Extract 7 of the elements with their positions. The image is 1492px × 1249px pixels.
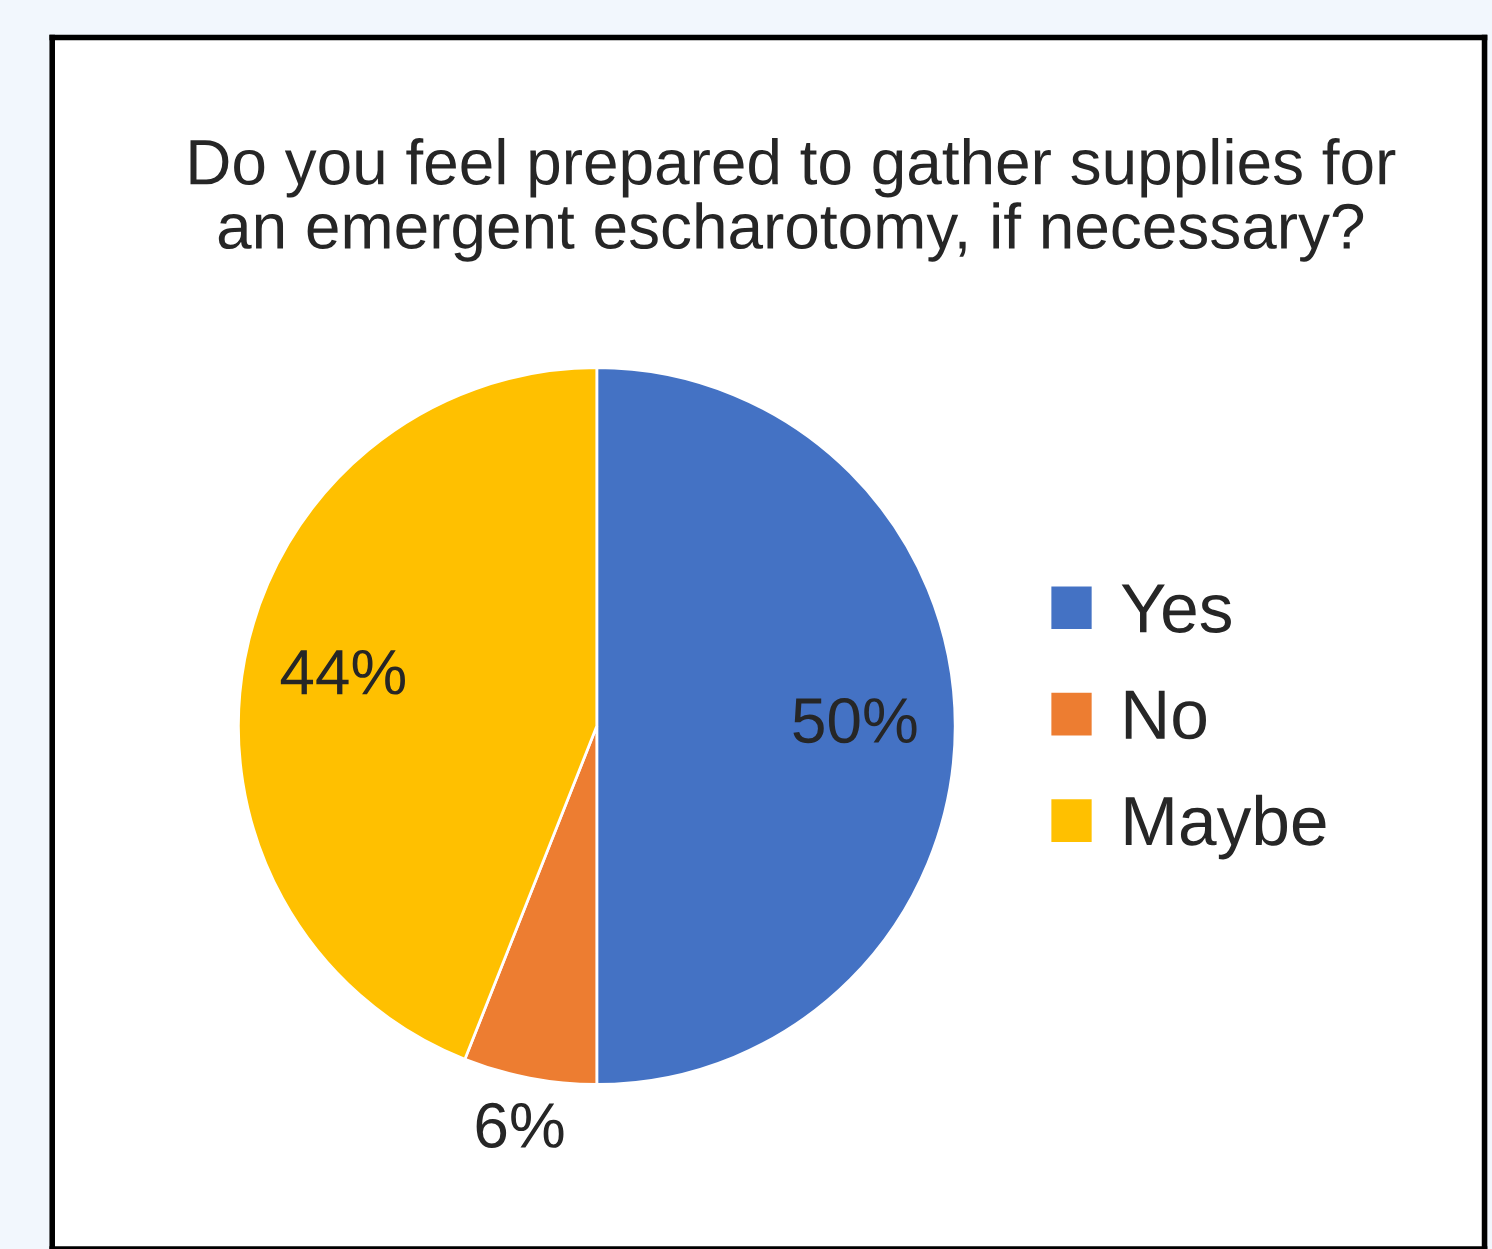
chart-title: Do you feel prepared to gather supplies for an emergent escharotomy, if necessary? — [190, 137, 1396, 262]
legend-label: Yes — [1121, 584, 1231, 633]
data-label: 6% — [476, 1102, 564, 1149]
legend-label: No — [1125, 690, 1206, 740]
legend-label: Maybe — [1125, 794, 1326, 860]
data-label: 50% — [793, 697, 917, 744]
data-label: 44% — [280, 649, 405, 695]
